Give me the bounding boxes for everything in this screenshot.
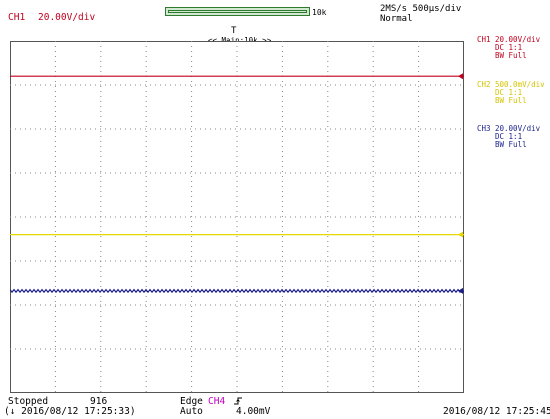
- channel-markers: 123: [458, 73, 463, 294]
- sample-rate-readout: 2MS/s 500µs/div: [380, 4, 462, 14]
- ch3-scale: 20.00V/div: [495, 124, 541, 133]
- ch1-scale: 20.00V/div: [495, 35, 541, 44]
- trigger-level: 4.00mV: [236, 406, 271, 417]
- ch3-info-panel[interactable]: CH3 20.00V/div DC 1:1 BW Full: [477, 125, 540, 149]
- graticule-grid: [10, 41, 464, 393]
- trigger-type: Edge: [180, 396, 203, 407]
- ch2-scale: 500.0mV/div: [495, 80, 545, 89]
- current-timestamp: 2016/08/12 17:25:45: [443, 406, 550, 417]
- waveform-display[interactable]: 123: [10, 41, 464, 393]
- record-length-bar[interactable]: [165, 7, 310, 16]
- ch1-coupling: DC 1:1: [495, 43, 523, 52]
- acquisition-count: 916: [90, 396, 108, 407]
- ch2-coupling: DC 1:1: [495, 88, 523, 97]
- ch1-level-marker[interactable]: [458, 73, 463, 80]
- ch1-title: CH1: [8, 12, 26, 23]
- zoom-window-label: << Main:10k >>: [208, 36, 272, 45]
- trigger-timestamp: (↓ 2016/08/12 17:25:33): [4, 406, 136, 417]
- ch3-trace: [10, 288, 464, 294]
- ch2-info-panel[interactable]: CH2 500.0mV/div DC 1:1 BW Full: [477, 81, 545, 105]
- record-length-label: 10k: [312, 8, 327, 17]
- trigger-source: CH4: [208, 396, 226, 407]
- run-state: Stopped: [8, 396, 49, 407]
- ch3-level-marker[interactable]: [458, 287, 463, 294]
- ch3-bandwidth: BW Full: [495, 140, 527, 149]
- ch1-info-panel[interactable]: CH1 20.00V/div DC 1:1 BW Full: [477, 36, 540, 60]
- acquisition-mode: Normal: [380, 14, 413, 24]
- ch2-bandwidth: BW Full: [495, 96, 527, 105]
- ch1-bandwidth: BW Full: [495, 51, 527, 60]
- rising-edge-icon: [233, 396, 243, 409]
- ch1-scale-readout: 20.00V/div: [38, 12, 96, 23]
- trigger-position-icon: T: [231, 26, 237, 36]
- ch3-coupling: DC 1:1: [495, 132, 523, 141]
- ch3-name: CH3: [477, 124, 491, 133]
- trigger-mode: Auto: [180, 406, 203, 417]
- ch1-name: CH1: [477, 35, 491, 44]
- waveform-traces: [10, 75, 464, 294]
- ch2-name: CH2: [477, 80, 491, 89]
- ch2-level-marker[interactable]: [458, 231, 463, 238]
